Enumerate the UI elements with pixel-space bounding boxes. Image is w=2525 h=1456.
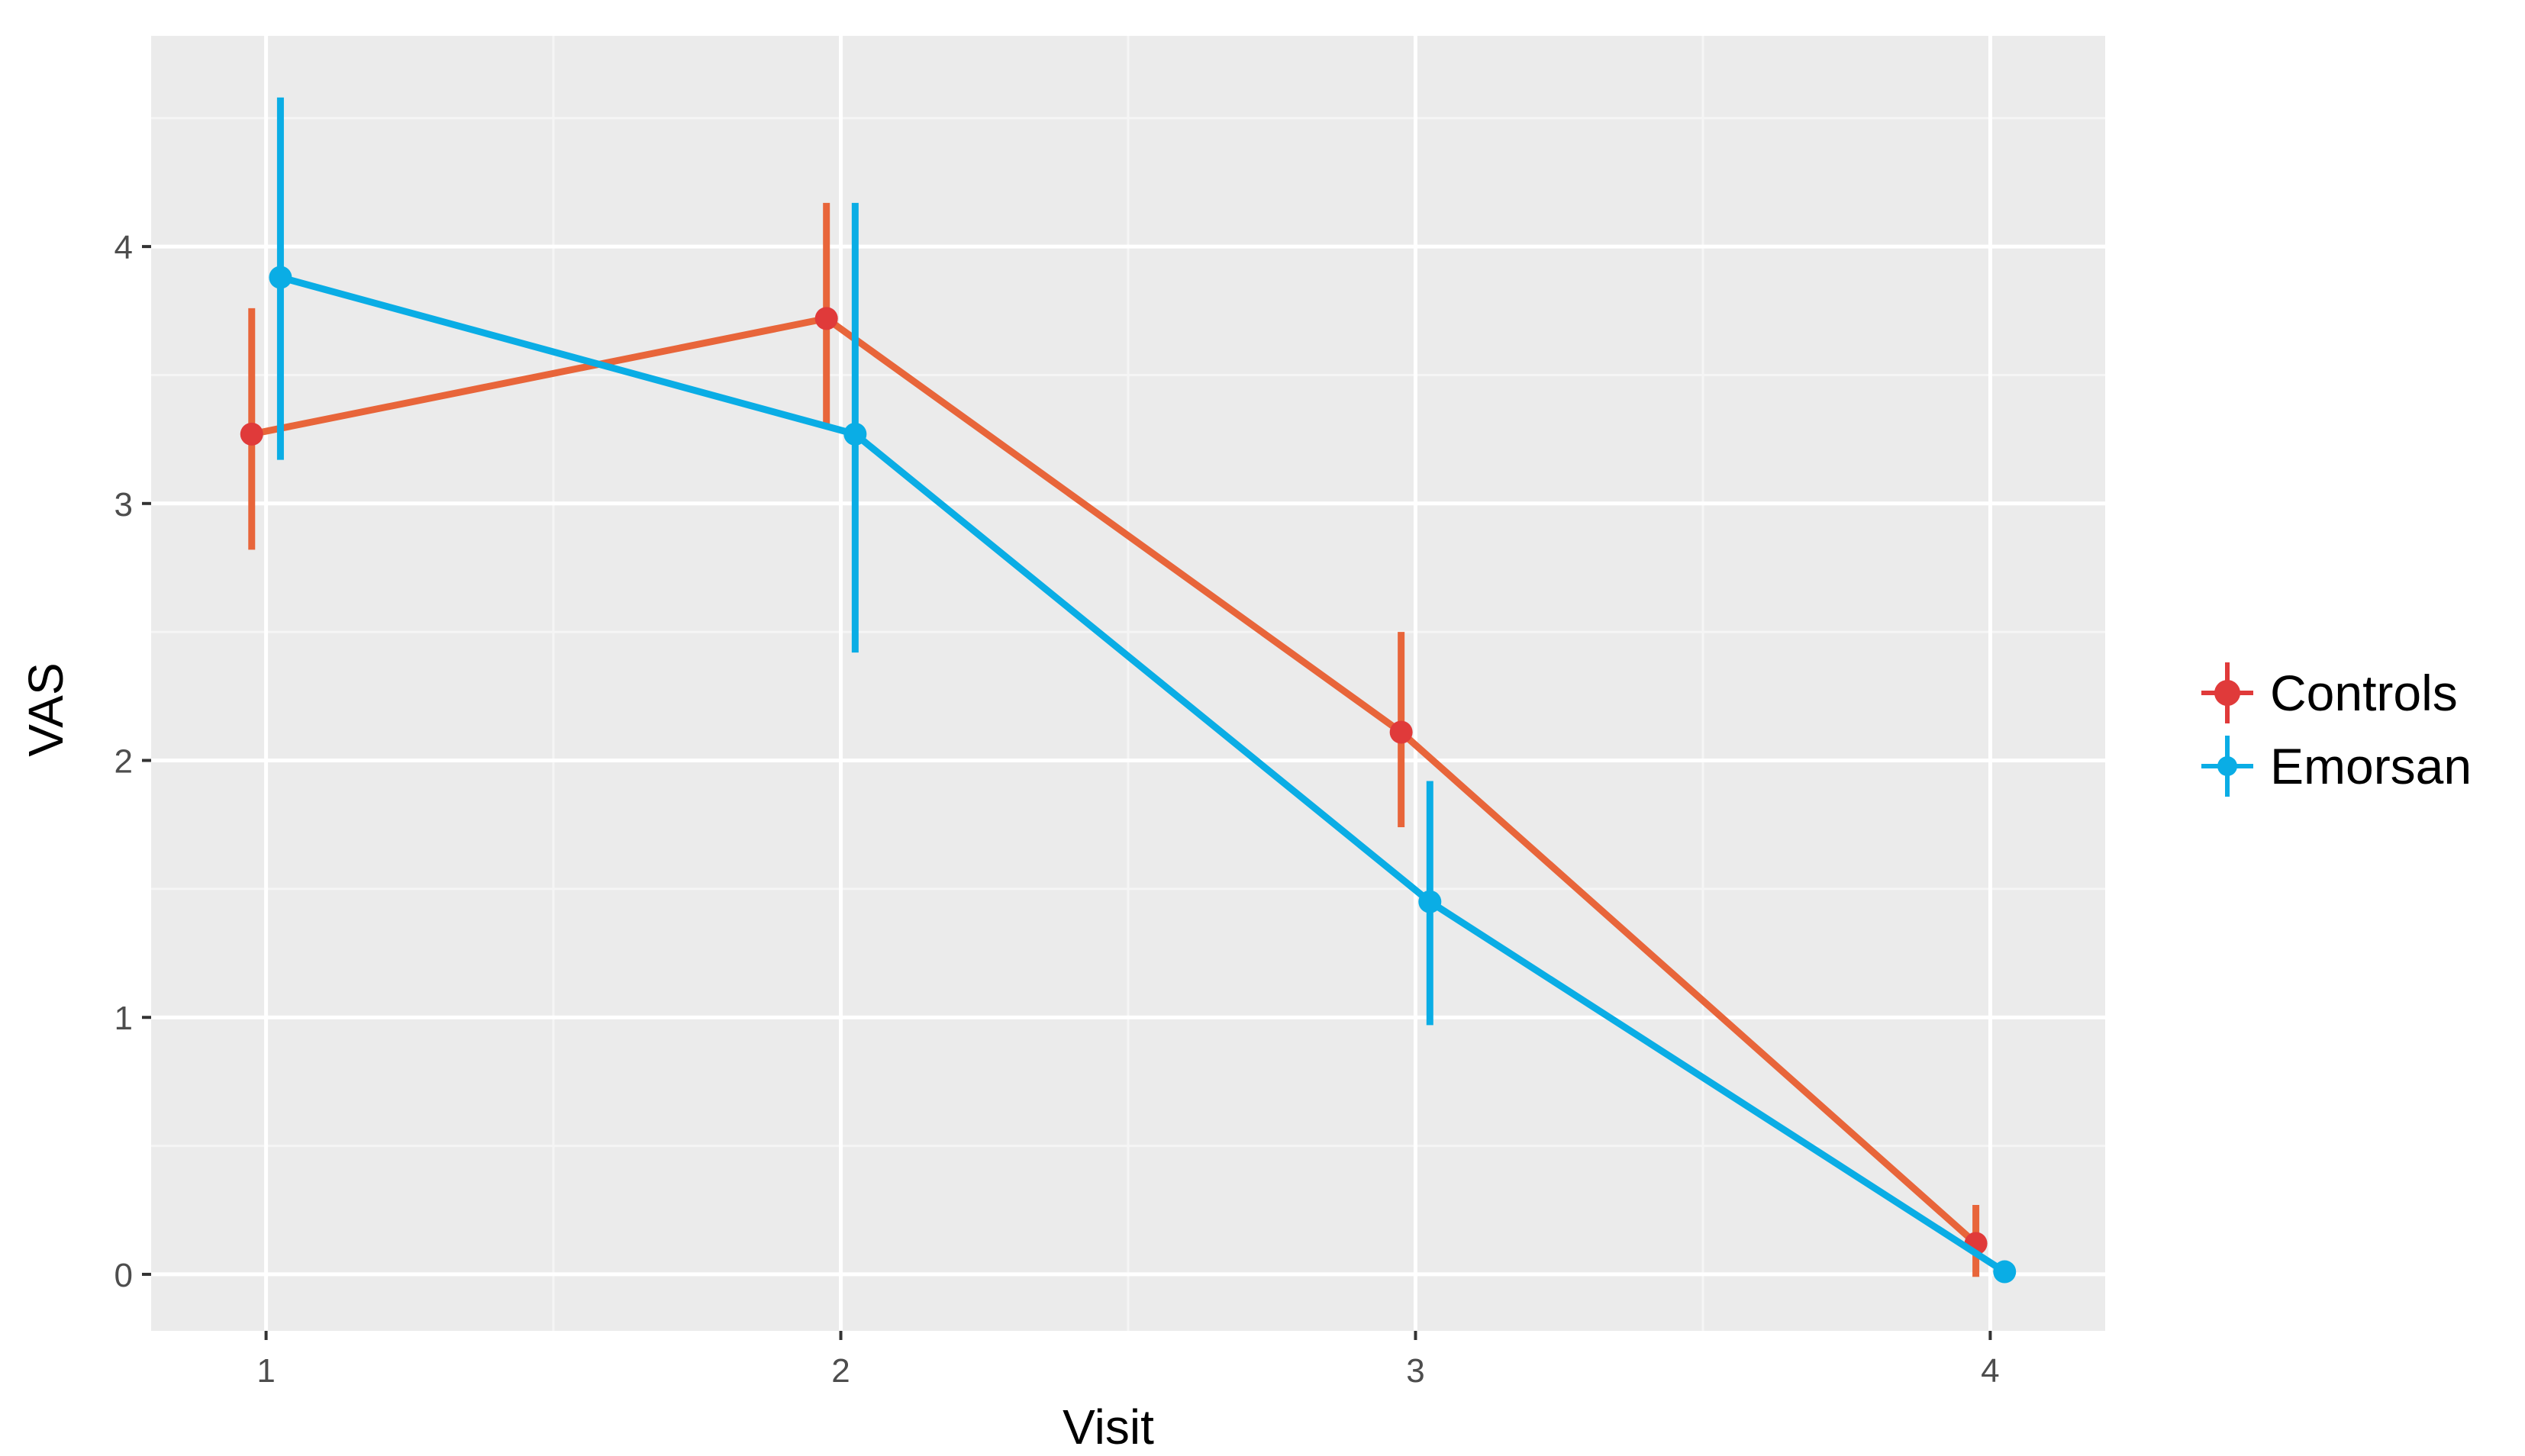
- series-line: [248, 314, 1980, 1248]
- data-point: [1389, 720, 1413, 744]
- legend-key: [2201, 736, 2253, 797]
- x-axis-title: Visit: [1063, 1400, 1154, 1454]
- series-emorsan: [269, 97, 2017, 1284]
- data-point: [843, 422, 867, 446]
- legend-key-point: [2217, 756, 2237, 776]
- x-tick-label: 4: [1981, 1352, 1999, 1390]
- legend: Controls Emorsan: [2201, 662, 2472, 797]
- x-tick-label: 1: [256, 1352, 275, 1390]
- y-tick-label: 4: [114, 229, 133, 266]
- series-layer: [240, 97, 2017, 1284]
- y-tick-label: 1: [114, 1000, 133, 1037]
- series-controls: [240, 202, 1988, 1277]
- y-axis-title: VAS: [18, 662, 73, 756]
- x-axis: 1 2 3 4: [256, 1331, 2000, 1390]
- legend-key: [2201, 662, 2253, 723]
- series-line: [276, 274, 2008, 1276]
- data-point: [269, 266, 292, 289]
- y-tick-label: 0: [114, 1257, 133, 1294]
- data-point: [1993, 1260, 2017, 1284]
- x-tick-label: 3: [1406, 1352, 1424, 1390]
- grid-major: [151, 36, 2105, 1331]
- y-tick-label: 3: [114, 486, 133, 523]
- data-point: [1418, 890, 1442, 913]
- grid-minor: [151, 36, 2105, 1331]
- data-point: [240, 422, 263, 446]
- y-tick-label: 2: [114, 743, 133, 781]
- data-point: [814, 307, 838, 330]
- legend-label: Controls: [2270, 665, 2458, 721]
- legend-key-point: [2214, 680, 2240, 706]
- y-axis: 0 1 2 3 4: [114, 229, 151, 1294]
- legend-label: Emorsan: [2270, 738, 2472, 794]
- x-tick-label: 2: [831, 1352, 850, 1390]
